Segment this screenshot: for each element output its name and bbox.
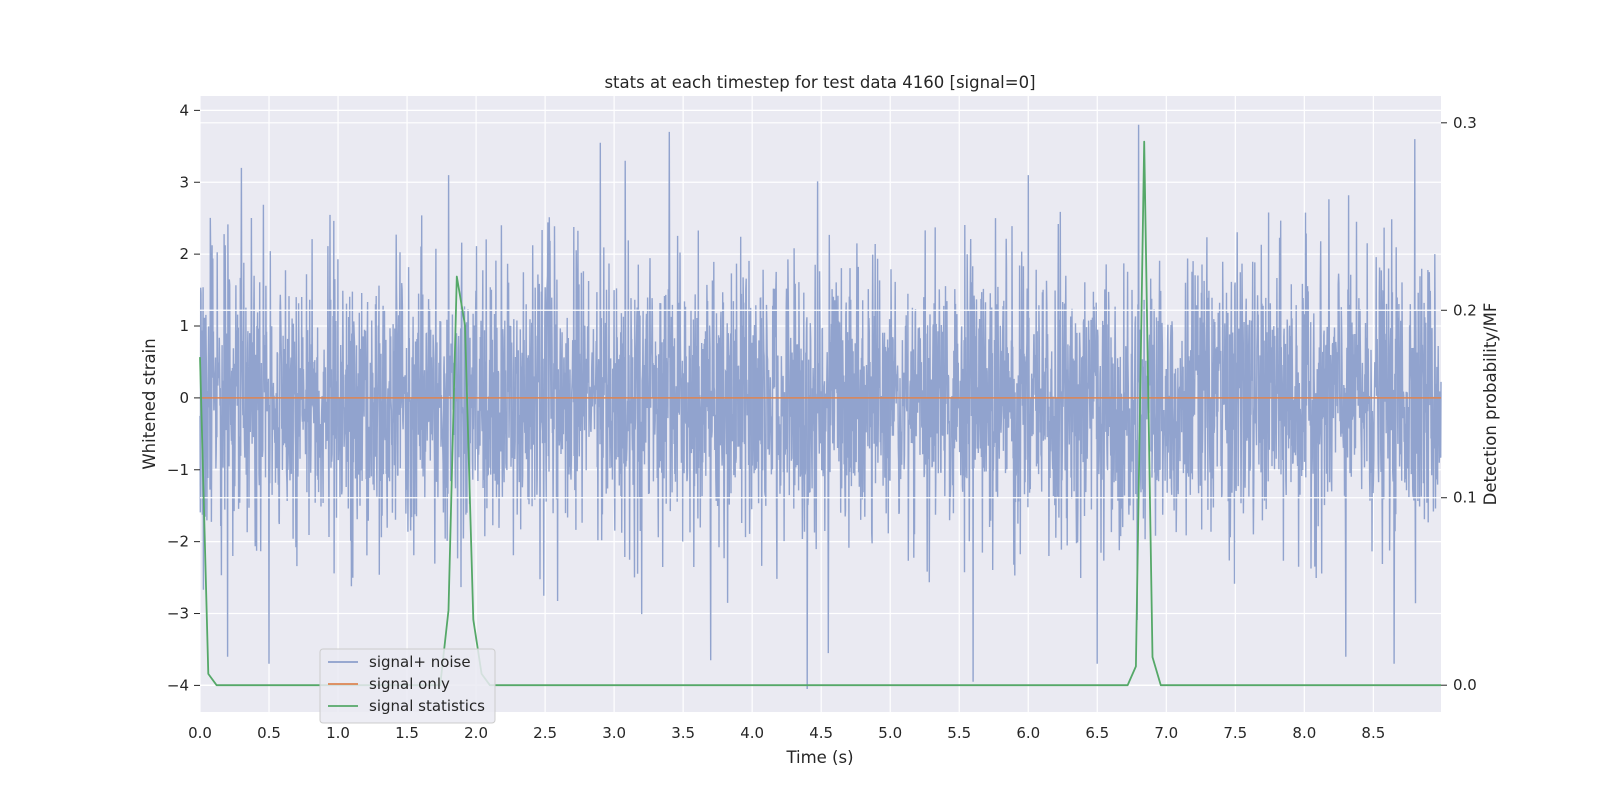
y2-tick-label: 0.2 — [1453, 301, 1477, 319]
y-tick-label: 4 — [179, 101, 189, 119]
y-tick-label: −4 — [167, 676, 189, 694]
x-tick-label: 2.0 — [464, 724, 488, 742]
x-tick-label: 8.5 — [1361, 724, 1385, 742]
legend-label-signal-noise: signal+ noise — [369, 653, 471, 671]
x-tick-label: 4.0 — [740, 724, 764, 742]
x-tick-label: 4.5 — [809, 724, 833, 742]
chart-title: stats at each timestep for test data 416… — [604, 73, 1035, 92]
y-tick-label: 3 — [179, 173, 189, 191]
x-tick-label: 3.5 — [671, 724, 695, 742]
x-tick-label: 6.5 — [1085, 724, 1109, 742]
x-tick-label: 0.5 — [257, 724, 281, 742]
x-tick-label: 5.0 — [878, 724, 902, 742]
y-tick-label: −1 — [167, 461, 189, 479]
x-tick-label: 7.5 — [1223, 724, 1247, 742]
x-tick-label: 7.0 — [1154, 724, 1178, 742]
x-axis-title: Time (s) — [785, 748, 853, 767]
y2-tick-label: 0.1 — [1453, 489, 1477, 507]
y-tick-label: 2 — [179, 245, 189, 263]
y-axis-ticks: 4 3 2 1 0 −1 −2 −3 −4 — [167, 101, 200, 694]
x-tick-label: 1.5 — [395, 724, 419, 742]
x-tick-label: 2.5 — [533, 724, 557, 742]
x-tick-label: 8.0 — [1292, 724, 1316, 742]
x-tick-label: 0.0 — [188, 724, 212, 742]
x-tick-label: 3.0 — [602, 724, 626, 742]
legend-label-signal-only: signal only — [369, 675, 450, 693]
legend: signal+ noise signal only signal statist… — [319, 648, 496, 724]
y2-tick-label: 0.3 — [1453, 114, 1477, 132]
x-tick-label: 5.5 — [947, 724, 971, 742]
y2-tick-label: 0.0 — [1453, 676, 1477, 694]
y2-axis-ticks: 0.3 0.2 0.1 0.0 — [1441, 114, 1477, 694]
y-tick-label: 1 — [179, 317, 189, 335]
legend-label-signal-statistics: signal statistics — [369, 697, 485, 715]
signal-noise-line — [199, 124, 1442, 690]
y-axis-title: Whitened strain — [140, 338, 159, 469]
y-tick-label: 0 — [179, 389, 189, 407]
x-tick-label: 1.0 — [326, 724, 350, 742]
legend-box — [319, 648, 496, 724]
x-tick-label: 6.0 — [1016, 724, 1040, 742]
y-tick-label: −2 — [167, 533, 189, 551]
y-tick-label: −3 — [167, 605, 189, 623]
x-axis-ticks: 0.0 0.5 1.0 1.5 2.0 2.5 3.0 3.5 4.0 4.5 5.0 5.5 6.0 6… — [188, 724, 1385, 742]
y2-axis-title: Detection probability/MF — [1481, 303, 1500, 506]
